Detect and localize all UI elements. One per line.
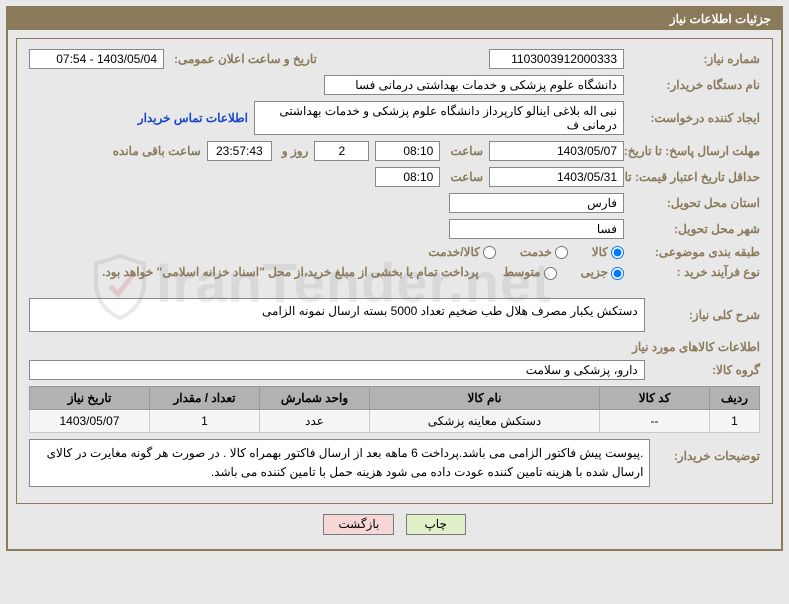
radio-cat-service-label[interactable]: خدمت xyxy=(520,245,568,259)
fld-requester: نبی اله بلاغی اینالو کارپرداز دانشگاه عل… xyxy=(254,101,624,135)
radio-pt-medium[interactable] xyxy=(544,267,557,280)
fld-price-valid-date: 1403/05/31 xyxy=(489,167,624,187)
th-name: نام کالا xyxy=(370,386,600,409)
fld-price-valid-time: 08:10 xyxy=(375,167,440,187)
row-category: طبقه بندی موضوعی: کالا خدمت کالا/خدمت xyxy=(29,245,760,259)
lbl-price-valid: حداقل تاریخ اعتبار قیمت: تا تاریخ: xyxy=(630,170,760,184)
radio-cat-goods[interactable] xyxy=(611,246,624,259)
fld-buyer-org: دانشگاه علوم پزشکی و خدمات بهداشتی درمان… xyxy=(324,75,624,95)
radio-cat-service-text: خدمت xyxy=(520,245,552,259)
button-row: چاپ بازگشت xyxy=(16,514,773,535)
lbl-buyer-org: نام دستگاه خریدار: xyxy=(630,78,760,92)
lbl-hours-left: ساعت باقی مانده xyxy=(109,144,201,158)
fld-need-no: 1103003912000333 xyxy=(489,49,624,69)
lbl-delivery-city: شهر محل تحویل: xyxy=(630,222,760,236)
goods-table: ردیف کد کالا نام کالا واحد شمارش تعداد /… xyxy=(29,386,760,433)
cell-row: 1 xyxy=(710,409,760,432)
lbl-purchase-type: نوع فرآیند خرید : xyxy=(630,265,760,279)
radio-cat-goods-service-label[interactable]: کالا/خدمت xyxy=(428,245,495,259)
row-price-valid: حداقل تاریخ اعتبار قیمت: تا تاریخ: 1403/… xyxy=(29,167,760,187)
fld-goods-group: دارو، پزشکی و سلامت xyxy=(29,360,645,380)
fld-delivery-prov: فارس xyxy=(449,193,624,213)
radio-pt-minor[interactable] xyxy=(611,267,624,280)
row-reply-deadline: مهلت ارسال پاسخ: تا تاریخ: 1403/05/07 سا… xyxy=(29,141,760,161)
radio-cat-goods-label[interactable]: کالا xyxy=(592,245,624,259)
cell-date: 1403/05/07 xyxy=(30,409,150,432)
fld-reply-time: 08:10 xyxy=(375,141,440,161)
row-delivery-city: شهر محل تحویل: فسا xyxy=(29,219,760,239)
cell-name: دستکش معاینه پزشکی xyxy=(370,409,600,432)
payment-note: پرداخت تمام یا بخشی از مبلغ خرید،از محل … xyxy=(102,265,479,279)
lbl-need-desc: شرح کلی نیاز: xyxy=(651,308,760,322)
lbl-requester: ایجاد کننده درخواست: xyxy=(630,111,760,125)
lbl-category: طبقه بندی موضوعی: xyxy=(630,245,760,259)
lbl-delivery-prov: استان محل تحویل: xyxy=(630,196,760,210)
radio-pt-minor-label[interactable]: جزیی xyxy=(581,265,624,279)
th-code: کد کالا xyxy=(600,386,710,409)
radio-pt-medium-label[interactable]: متوسط xyxy=(503,265,557,279)
cell-unit: عدد xyxy=(260,409,370,432)
table-header-row: ردیف کد کالا نام کالا واحد شمارش تعداد /… xyxy=(30,386,760,409)
radio-cat-goods-text: کالا xyxy=(592,245,608,259)
row-need-desc: شرح کلی نیاز: دستکش یکبار مصرف هلال طب ض… xyxy=(29,298,760,332)
lbl-goods-group: گروه کالا: xyxy=(651,363,760,377)
title-bar: جزئیات اطلاعات نیاز xyxy=(8,8,781,30)
radio-cat-goods-service-text: کالا/خدمت xyxy=(428,245,479,259)
fld-reply-date: 1403/05/07 xyxy=(489,141,624,161)
fld-time-left: 23:57:43 xyxy=(207,141,272,161)
fld-buyer-notes: .پیوست پیش فاکتور الزامی می باشد.پرداخت … xyxy=(29,439,650,487)
row-buyer-notes: توضیحات خریدار: .پیوست پیش فاکتور الزامی… xyxy=(29,439,760,487)
row-purchase-type: نوع فرآیند خرید : جزیی متوسط پرداخت تمام… xyxy=(29,265,760,279)
fld-delivery-city: فسا xyxy=(449,219,624,239)
radio-pt-medium-text: متوسط xyxy=(503,265,541,279)
fld-days-left: 2 xyxy=(314,141,369,161)
row-need-no: شماره نیاز: 1103003912000333 تاریخ و ساع… xyxy=(29,49,760,69)
lbl-reply-deadline: مهلت ارسال پاسخ: تا تاریخ: xyxy=(630,144,760,158)
th-date: تاریخ نیاز xyxy=(30,386,150,409)
row-buyer-org: نام دستگاه خریدار: دانشگاه علوم پزشکی و … xyxy=(29,75,760,95)
th-unit: واحد شمارش xyxy=(260,386,370,409)
link-contact-buyer[interactable]: اطلاعات تماس خریدار xyxy=(138,111,248,125)
section-goods-info: اطلاعات کالاهای مورد نیاز xyxy=(29,340,760,354)
back-button[interactable]: بازگشت xyxy=(323,514,394,535)
radio-pt-minor-text: جزیی xyxy=(581,265,608,279)
page-title: جزئیات اطلاعات نیاز xyxy=(670,12,771,26)
fld-announce-dt: 1403/05/04 - 07:54 xyxy=(29,49,164,69)
row-requester: ایجاد کننده درخواست: نبی اله بلاغی اینال… xyxy=(29,101,760,135)
cell-qty: 1 xyxy=(150,409,260,432)
table-row: 1--دستکش معاینه پزشکیعدد11403/05/07 xyxy=(30,409,760,432)
radio-cat-goods-service[interactable] xyxy=(483,246,496,259)
lbl-buyer-notes: توضیحات خریدار: xyxy=(656,439,760,463)
content-area: شماره نیاز: 1103003912000333 تاریخ و ساع… xyxy=(8,30,781,549)
th-qty: تعداد / مقدار xyxy=(150,386,260,409)
lbl-need-no: شماره نیاز: xyxy=(630,52,760,66)
print-button[interactable]: چاپ xyxy=(406,514,466,535)
radio-cat-service[interactable] xyxy=(555,246,568,259)
fld-need-desc: دستکش یکبار مصرف هلال طب ضخیم تعداد 5000… xyxy=(29,298,645,332)
row-goods-group: گروه کالا: دارو، پزشکی و سلامت xyxy=(29,360,760,380)
cell-code: -- xyxy=(600,409,710,432)
lbl-announce-dt: تاریخ و ساعت اعلان عمومی: xyxy=(170,52,317,66)
table-body: 1--دستکش معاینه پزشکیعدد11403/05/07 xyxy=(30,409,760,432)
row-delivery-prov: استان محل تحویل: فارس xyxy=(29,193,760,213)
lbl-hour-2: ساعت xyxy=(446,170,483,184)
lbl-hour-1: ساعت xyxy=(446,144,483,158)
lbl-days-and: روز و xyxy=(278,144,309,158)
form-box: شماره نیاز: 1103003912000333 تاریخ و ساع… xyxy=(16,38,773,504)
main-frame: جزئیات اطلاعات نیاز شماره نیاز: 11030039… xyxy=(6,6,783,551)
th-row: ردیف xyxy=(710,386,760,409)
